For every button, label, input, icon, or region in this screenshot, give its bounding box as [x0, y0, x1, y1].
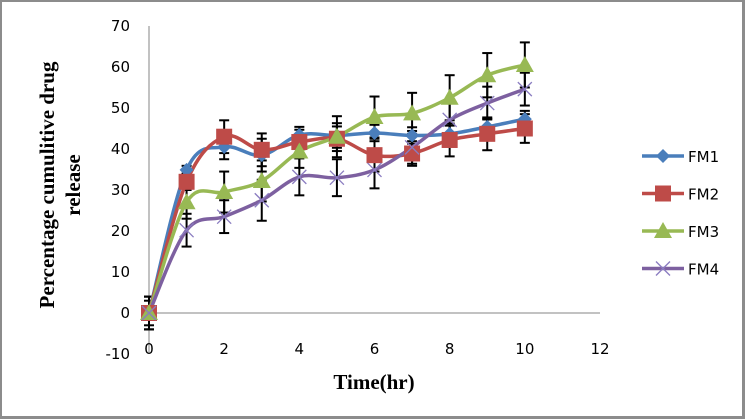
fm4-point — [141, 305, 157, 321]
x-marker-stroke — [655, 261, 671, 276]
x-marker-stroke — [367, 162, 382, 178]
y-tick-label: 30 — [111, 181, 130, 199]
fm3-point — [290, 142, 309, 159]
fm4-point — [479, 95, 495, 111]
series-markers — [140, 55, 534, 321]
x-tick-label: 10 — [515, 340, 534, 358]
fm2-point — [216, 128, 233, 145]
x-tick-label: 2 — [219, 340, 229, 358]
legend-item-fm2: FM2 — [642, 185, 719, 204]
y-tick-label: 20 — [111, 222, 130, 240]
fm4-point — [367, 162, 382, 178]
fm2-point — [441, 131, 458, 148]
x-tick-label: 12 — [590, 340, 609, 358]
fm2-point — [404, 145, 421, 162]
fm2-point — [253, 141, 270, 158]
fm4-point — [404, 139, 420, 155]
legend-item-fm1: FM1 — [642, 148, 719, 166]
legend: FM1 FM2 FM3 FM4 — [642, 148, 719, 279]
fm3-point — [515, 55, 534, 72]
x-marker-stroke — [254, 192, 270, 208]
fm3-point — [140, 304, 158, 320]
legend-item-fm3: FM3 — [642, 222, 719, 241]
y-tick-label: 50 — [111, 99, 130, 117]
fm4-point — [517, 81, 533, 97]
x-tick-label: 6 — [370, 340, 380, 358]
y-tick-label: 60 — [111, 58, 130, 76]
fm2-point — [366, 147, 383, 164]
fm3-point — [403, 104, 422, 121]
fm3-point — [327, 127, 346, 144]
fm3-point — [215, 183, 234, 200]
fm2-point — [291, 134, 308, 151]
x-marker-stroke — [291, 169, 307, 185]
y-tick-label: -10 — [106, 345, 131, 363]
fm2-point — [516, 120, 533, 137]
fm3-point — [440, 88, 459, 105]
x-tick-label: 4 — [295, 340, 305, 358]
fm4-point — [254, 192, 270, 208]
legend-label: FM4 — [688, 261, 719, 279]
fm2-point — [479, 125, 496, 142]
x-tick-label: 0 — [144, 340, 154, 358]
legend-swatch-marker — [654, 222, 672, 238]
fm3-point — [252, 171, 271, 188]
x-tick-label: 8 — [445, 340, 455, 358]
fm2-point — [178, 173, 195, 190]
fm4-point — [329, 170, 345, 186]
y-axis-title-line-2: release — [61, 154, 85, 215]
y-tick-label: 0 — [120, 304, 130, 322]
x-marker-stroke — [216, 209, 232, 225]
x-marker-stroke — [329, 170, 345, 186]
fm3-point — [365, 108, 384, 125]
fm4-point — [291, 169, 307, 185]
legend-label: FM1 — [688, 148, 719, 166]
x-marker-stroke — [141, 305, 157, 321]
fm4-point — [216, 209, 232, 225]
fm4-point — [179, 222, 195, 238]
fm4-point — [442, 112, 458, 128]
legend-label: FM3 — [688, 223, 719, 241]
y-axis-title-line-1: Percentage cumulitive drug — [35, 61, 59, 308]
legend-swatch-marker — [655, 261, 671, 276]
fm3-point — [177, 193, 196, 210]
fm1-point — [179, 162, 194, 177]
axes: -10 0 10 20 30 40 50 60 70 0 2 4 6 8 10 12 — [106, 17, 610, 363]
legend-swatch-marker — [656, 149, 670, 163]
y-tick-label: 10 — [111, 263, 130, 281]
x-marker-stroke — [442, 112, 458, 128]
x-marker-stroke — [479, 95, 495, 111]
y-tick-label: 70 — [111, 17, 130, 35]
x-marker-stroke — [517, 81, 533, 97]
x-axis-title: Time(hr) — [333, 370, 414, 394]
fm1-point — [405, 128, 420, 143]
x-marker-stroke — [404, 139, 420, 155]
y-axis-title: Percentage cumulitive drug release — [35, 61, 85, 308]
fm3-point — [478, 66, 497, 83]
legend-item-fm4: FM4 — [642, 261, 719, 279]
legend-label: FM2 — [688, 186, 719, 204]
legend-swatch-marker — [655, 185, 671, 202]
y-tick-label: 40 — [111, 140, 130, 158]
x-marker-stroke — [179, 222, 195, 238]
